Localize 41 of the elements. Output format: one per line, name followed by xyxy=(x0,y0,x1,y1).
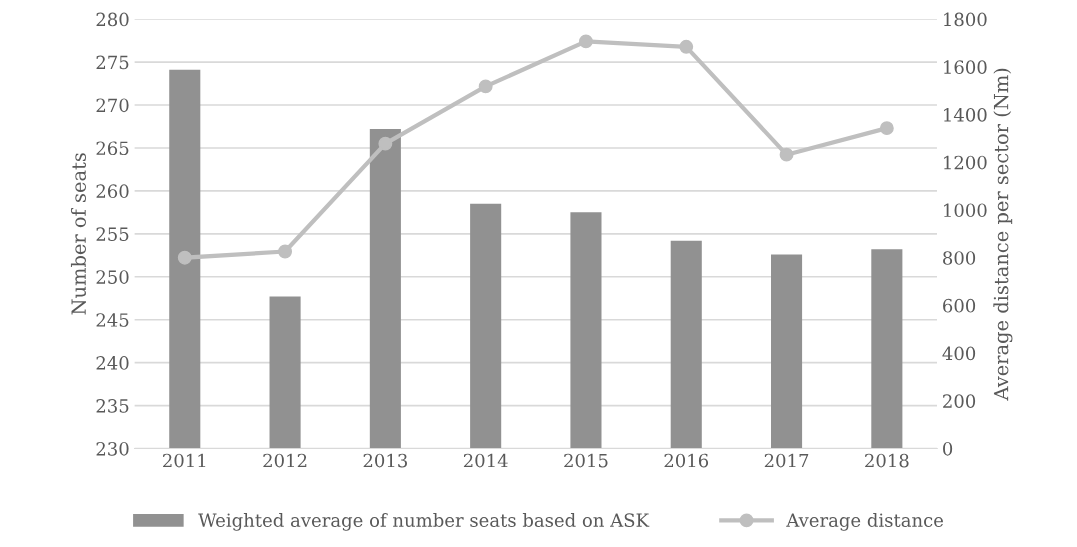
x-tick-label: 2016 xyxy=(664,453,709,468)
y-tick-label: 280 xyxy=(96,12,129,27)
legend-label: Weighted average of number seats based on ASK xyxy=(198,513,650,531)
point xyxy=(879,121,894,136)
x-tick-label: 2018 xyxy=(865,453,909,468)
x-tick-label: 2011 xyxy=(163,453,206,468)
point xyxy=(177,250,192,265)
y2-axis-title: Average distance per sector (Nm) xyxy=(993,68,1013,401)
y-tick-label: 245 xyxy=(96,313,129,327)
y2-tick-label: 800 xyxy=(943,251,976,265)
legend-label: Average distance xyxy=(786,513,944,531)
point xyxy=(378,136,393,151)
y2-tick-label: 1600 xyxy=(944,60,987,74)
y-tick-label: 240 xyxy=(96,356,129,370)
x-tick-label: 2012 xyxy=(263,453,307,468)
point xyxy=(278,244,293,259)
y2-tick-label: 1800 xyxy=(944,12,987,27)
y2-tick-label: 400 xyxy=(942,346,976,361)
y-axis-title: Number of seats xyxy=(70,153,86,315)
y2-tick-label: 1400 xyxy=(944,108,987,122)
y-tick-label: 250 xyxy=(96,270,129,284)
y-tick-label: 260 xyxy=(96,184,129,199)
point xyxy=(478,79,493,94)
point xyxy=(579,34,593,49)
point xyxy=(779,147,794,162)
y2-tick-label: 0 xyxy=(943,442,953,456)
y-tick-label: 270 xyxy=(96,98,129,113)
y2-tick-label: 600 xyxy=(943,298,976,313)
y-tick-label: 265 xyxy=(96,141,129,156)
y2-tick-label: 200 xyxy=(943,394,976,408)
x-tick-label: 2014 xyxy=(463,453,508,468)
x-tick-label: 2015 xyxy=(564,453,608,468)
y-tick-label: 255 xyxy=(96,227,129,241)
y-tick-label: 275 xyxy=(96,55,129,70)
point xyxy=(679,39,694,54)
y-tick-label: 230 xyxy=(96,442,129,456)
x-tick-label: 2017 xyxy=(764,453,809,468)
y2-tick-label: 1200 xyxy=(944,155,987,170)
y-tick-label: 235 xyxy=(96,399,129,413)
x-tick-label: 2013 xyxy=(363,453,407,468)
y2-tick-label: 1000 xyxy=(944,203,987,218)
